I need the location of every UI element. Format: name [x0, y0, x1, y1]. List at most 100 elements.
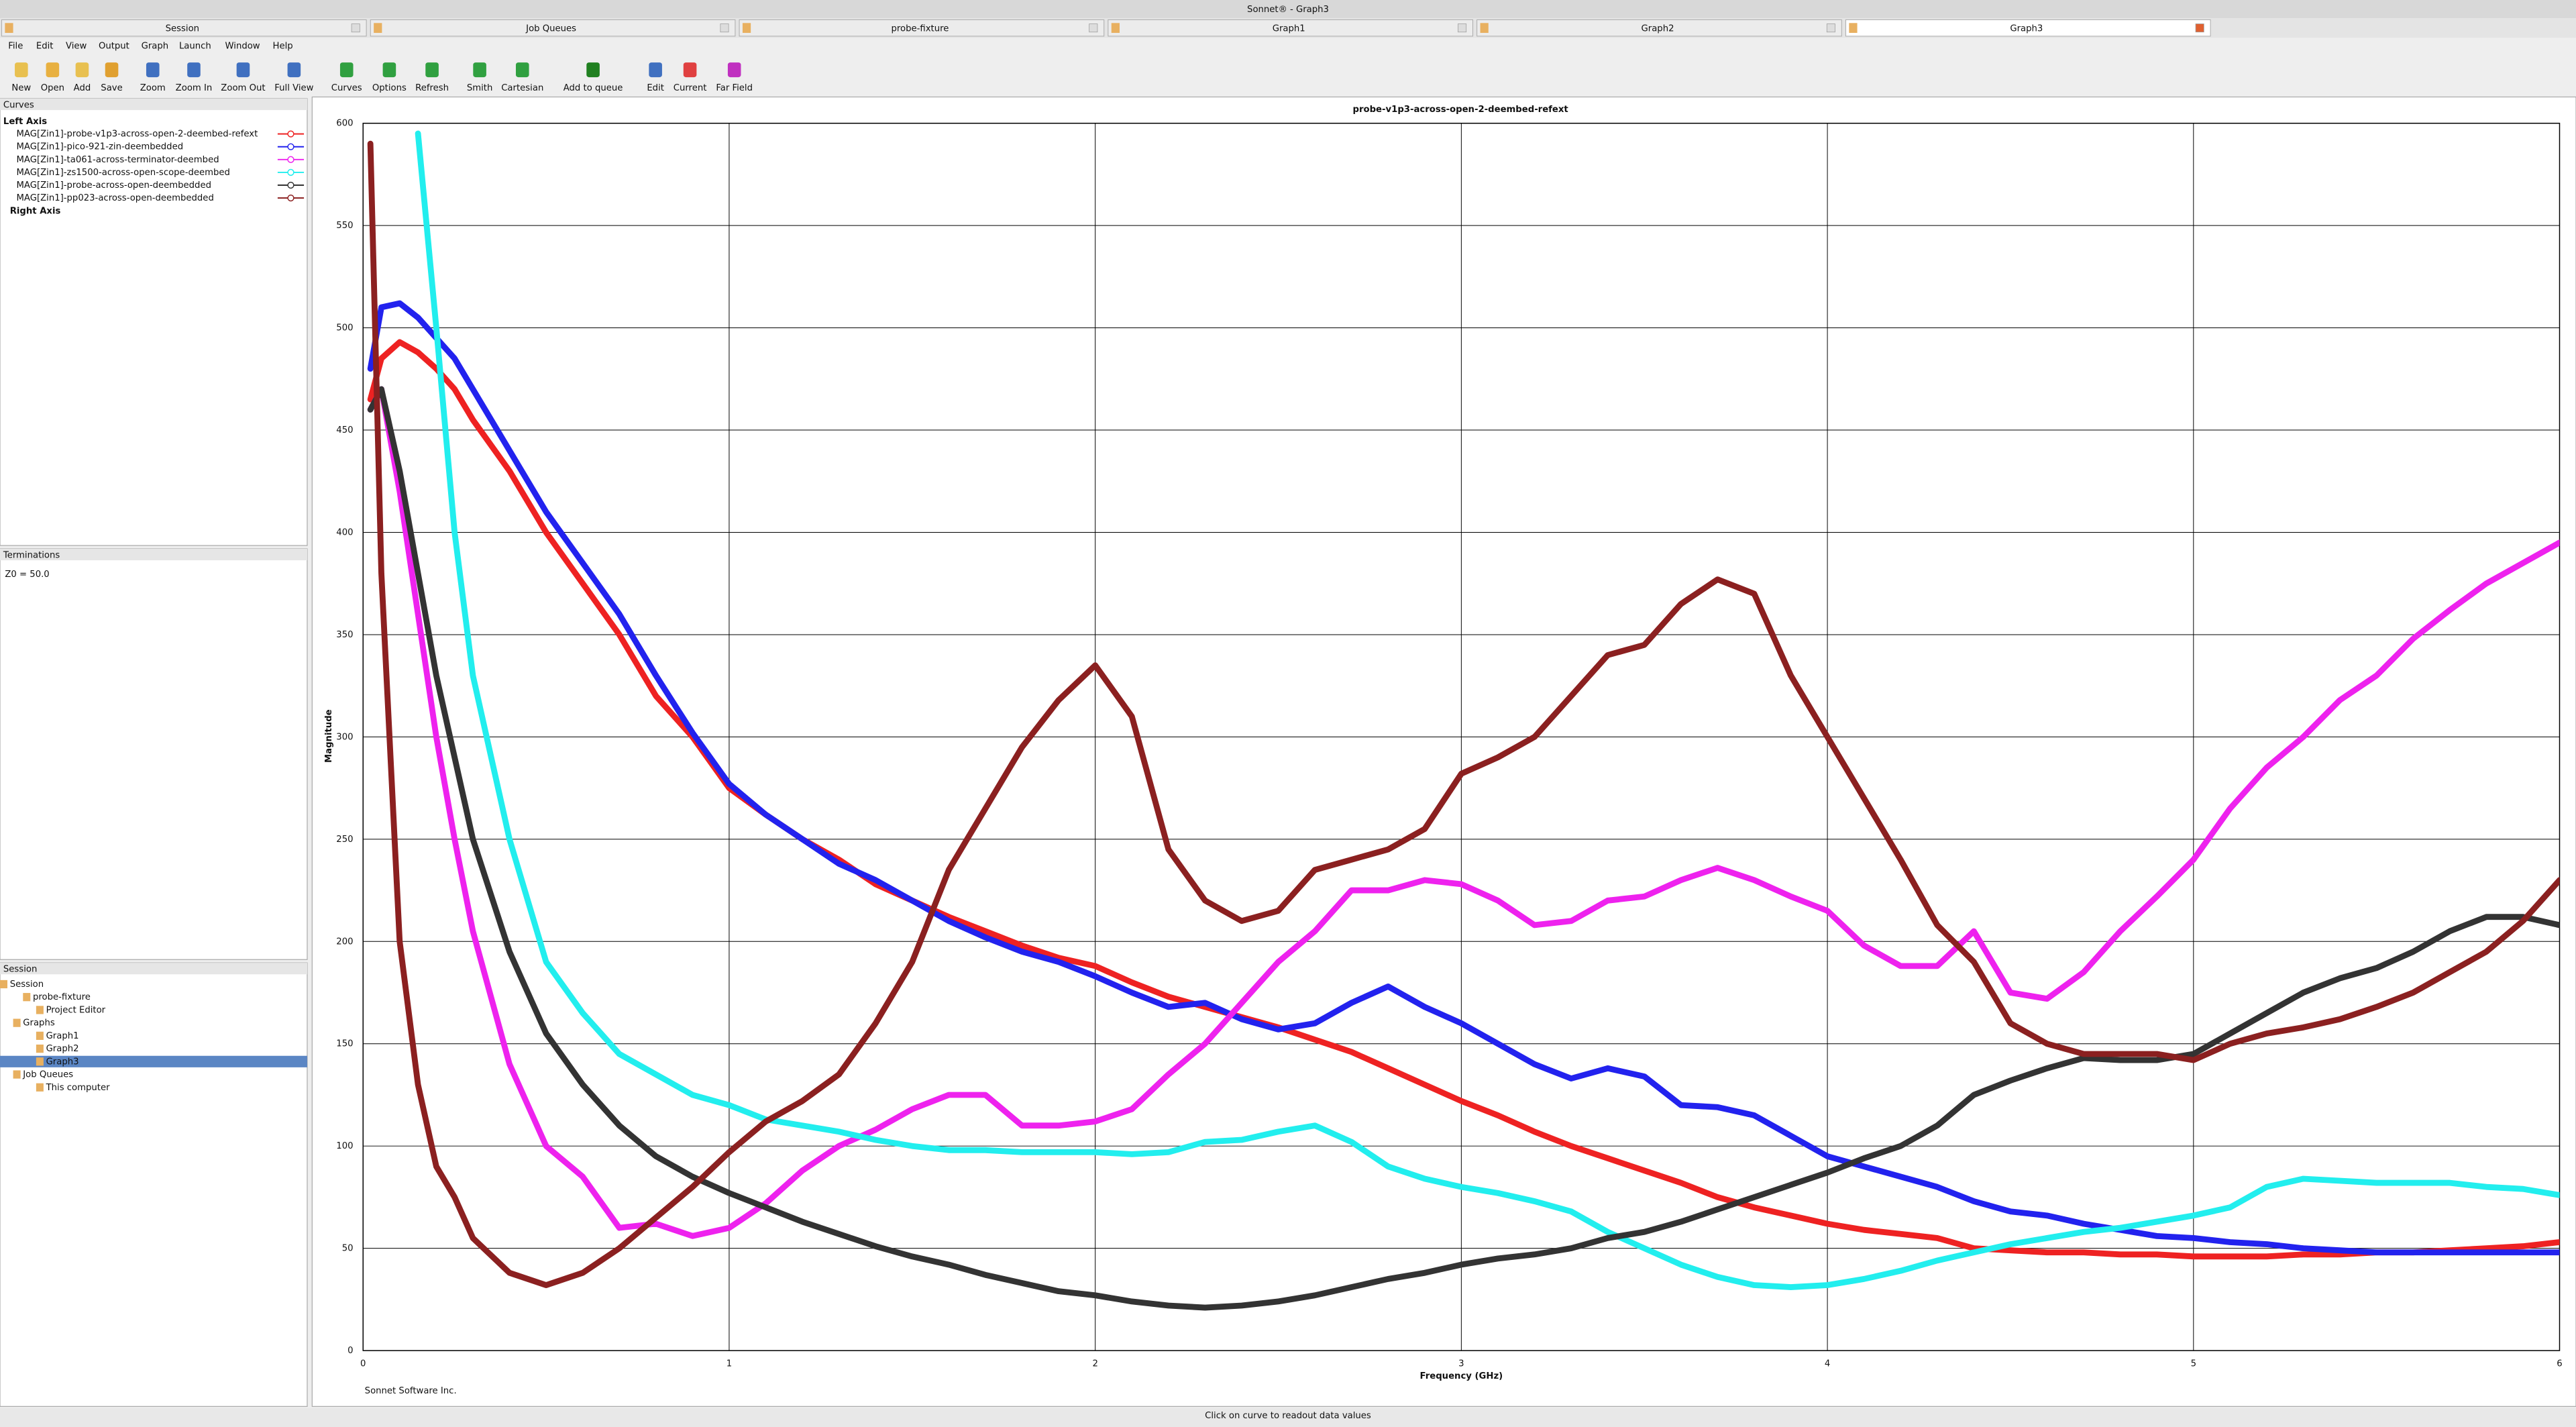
menu-item[interactable]: Launch	[179, 42, 211, 52]
toolbar-icon[interactable]	[586, 62, 600, 78]
series-line[interactable]	[367, 386, 2560, 1239]
menu-item[interactable]: Graph	[142, 42, 169, 52]
toolbar-label[interactable]: Curves	[331, 83, 362, 93]
curves-right-axis: Right Axis	[10, 207, 61, 217]
curve-name[interactable]: MAG[Zin1]-zs1500-across-open-scope-deemb…	[16, 168, 229, 178]
toolbar-label[interactable]: Edit	[647, 83, 664, 93]
panel-title: Session	[3, 964, 37, 974]
toolbar-icon[interactable]	[339, 62, 354, 78]
tree-item[interactable]: This computer	[46, 1083, 111, 1093]
toolbar-icon[interactable]	[287, 62, 301, 78]
toolbar-label[interactable]: Refresh	[415, 83, 449, 93]
menu-item[interactable]: File	[8, 42, 23, 52]
toolbar-icon[interactable]	[727, 62, 741, 78]
toolbar-label[interactable]: Add to queue	[564, 83, 623, 93]
toolbar-label[interactable]: Far Field	[716, 83, 753, 93]
toolbar-label[interactable]: Zoom Out	[221, 83, 265, 93]
menu-item[interactable]: View	[66, 42, 87, 52]
menu-item[interactable]: Output	[99, 42, 129, 52]
tab-close[interactable]	[2195, 23, 2204, 33]
toolbar-label[interactable]: Zoom	[140, 83, 166, 93]
toolbar-label[interactable]: Current	[674, 83, 707, 93]
tab-close[interactable]	[720, 23, 729, 33]
curve-name[interactable]: MAG[Zin1]-pico-921-zin-deembedded	[16, 142, 183, 152]
panel	[0, 962, 308, 1407]
toolbar-label[interactable]: Options	[372, 83, 407, 93]
toolbar-icon[interactable]	[382, 62, 396, 78]
tab-icon	[1849, 23, 1858, 34]
tree-icon	[36, 1006, 44, 1014]
tree-icon	[36, 1044, 44, 1053]
menu-item[interactable]: Window	[225, 42, 260, 52]
curve-swatch-marker	[287, 181, 294, 189]
tab-label: probe-fixture	[891, 24, 949, 34]
series-line[interactable]	[367, 140, 2560, 1288]
tab-label: Graph2	[1642, 24, 1674, 34]
series-line[interactable]	[367, 339, 2560, 1260]
toolbar-icon[interactable]	[683, 62, 697, 78]
tab[interactable]	[1108, 19, 1473, 37]
curve-name[interactable]: MAG[Zin1]-pp023-across-open-deembedded	[16, 193, 213, 203]
tree-item[interactable]: Graph3	[46, 1057, 79, 1067]
y-tick-label: 400	[336, 528, 353, 538]
tab[interactable]	[739, 19, 1105, 37]
tab-close[interactable]	[1089, 23, 1098, 33]
tree-item[interactable]: Graphs	[23, 1018, 55, 1028]
tab[interactable]	[1477, 19, 1842, 37]
tree-icon	[0, 980, 8, 989]
panel-header	[0, 963, 307, 975]
tree-item[interactable]: probe-fixture	[33, 992, 91, 1002]
y-tick-label: 300	[336, 732, 353, 742]
panel-title: Curves	[3, 100, 34, 110]
toolbar-icon[interactable]	[425, 62, 439, 78]
toolbar-label[interactable]: Zoom In	[176, 83, 213, 93]
tab-close[interactable]	[351, 23, 360, 33]
curve-name[interactable]: MAG[Zin1]-ta061-across-terminator-deembe…	[16, 155, 219, 165]
tree-icon	[36, 1057, 44, 1066]
toolbar-icon[interactable]	[515, 62, 529, 78]
toolbar-label[interactable]: Add	[74, 83, 91, 93]
toolbar-icon[interactable]	[75, 62, 89, 78]
tab-label: Graph1	[1273, 24, 1305, 34]
tab-close[interactable]	[1458, 23, 1467, 33]
tab-close[interactable]	[1826, 23, 1835, 33]
series-line[interactable]	[415, 130, 2560, 1290]
tab-label: Session	[166, 24, 199, 34]
toolbar-label[interactable]: Save	[101, 83, 122, 93]
toolbar-icon[interactable]	[46, 62, 60, 78]
curve-name[interactable]: MAG[Zin1]-probe-across-open-deembedded	[16, 180, 211, 191]
tree-item[interactable]: Session	[10, 980, 44, 990]
tree-item[interactable]: Project Editor	[46, 1005, 106, 1015]
tab[interactable]	[1, 19, 367, 37]
tree-item[interactable]: Graph2	[46, 1044, 79, 1054]
series-line[interactable]	[367, 300, 2560, 1256]
tree-item[interactable]: Job Queues	[22, 1070, 73, 1080]
panel-header	[0, 98, 307, 111]
toolbar-icon[interactable]	[473, 62, 486, 78]
tree-selection	[0, 1055, 307, 1067]
toolbar-label[interactable]: New	[11, 83, 31, 93]
toolbar-label[interactable]: Full View	[274, 83, 313, 93]
toolbar-label[interactable]: Open	[41, 83, 64, 93]
panel-title: Terminations	[3, 550, 60, 560]
toolbar-label[interactable]: Cartesian	[501, 83, 543, 93]
tab-icon	[742, 23, 751, 34]
tree-icon	[36, 1083, 44, 1092]
y-tick-label: 0	[347, 1346, 353, 1356]
toolbar-icon[interactable]	[187, 62, 201, 78]
tab[interactable]	[1845, 19, 2211, 37]
toolbar-icon[interactable]	[236, 62, 250, 78]
tree-item[interactable]: Graph1	[46, 1031, 79, 1041]
toolbar-label[interactable]: Smith	[467, 83, 493, 93]
tab-icon	[1480, 23, 1489, 34]
curve-name[interactable]: MAG[Zin1]-probe-v1p3-across-open-2-deemb…	[16, 129, 258, 140]
toolbar-icon[interactable]	[105, 62, 119, 78]
tree-icon	[23, 993, 31, 1002]
y-tick-label: 250	[336, 835, 353, 845]
toolbar-icon[interactable]	[15, 62, 28, 78]
menu-item[interactable]: Help	[273, 42, 293, 52]
toolbar-icon[interactable]	[146, 62, 160, 78]
tab[interactable]	[370, 19, 736, 37]
menu-item[interactable]: Edit	[36, 42, 54, 52]
toolbar-icon[interactable]	[649, 62, 662, 78]
